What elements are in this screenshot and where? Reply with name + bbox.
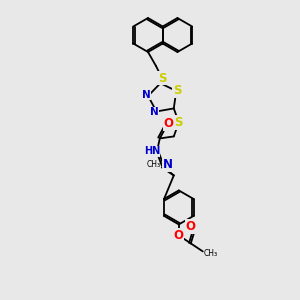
Text: CH₃: CH₃ bbox=[204, 249, 218, 258]
Text: S: S bbox=[158, 71, 166, 85]
Text: CH₃: CH₃ bbox=[147, 160, 161, 169]
Text: O: O bbox=[186, 220, 196, 233]
Text: S: S bbox=[175, 116, 183, 129]
Text: N: N bbox=[142, 90, 151, 100]
Text: S: S bbox=[173, 85, 182, 98]
Text: HN: HN bbox=[144, 146, 160, 156]
Text: N: N bbox=[150, 107, 159, 118]
Text: O: O bbox=[174, 229, 184, 242]
Text: O: O bbox=[164, 117, 174, 130]
Text: N: N bbox=[163, 158, 173, 171]
